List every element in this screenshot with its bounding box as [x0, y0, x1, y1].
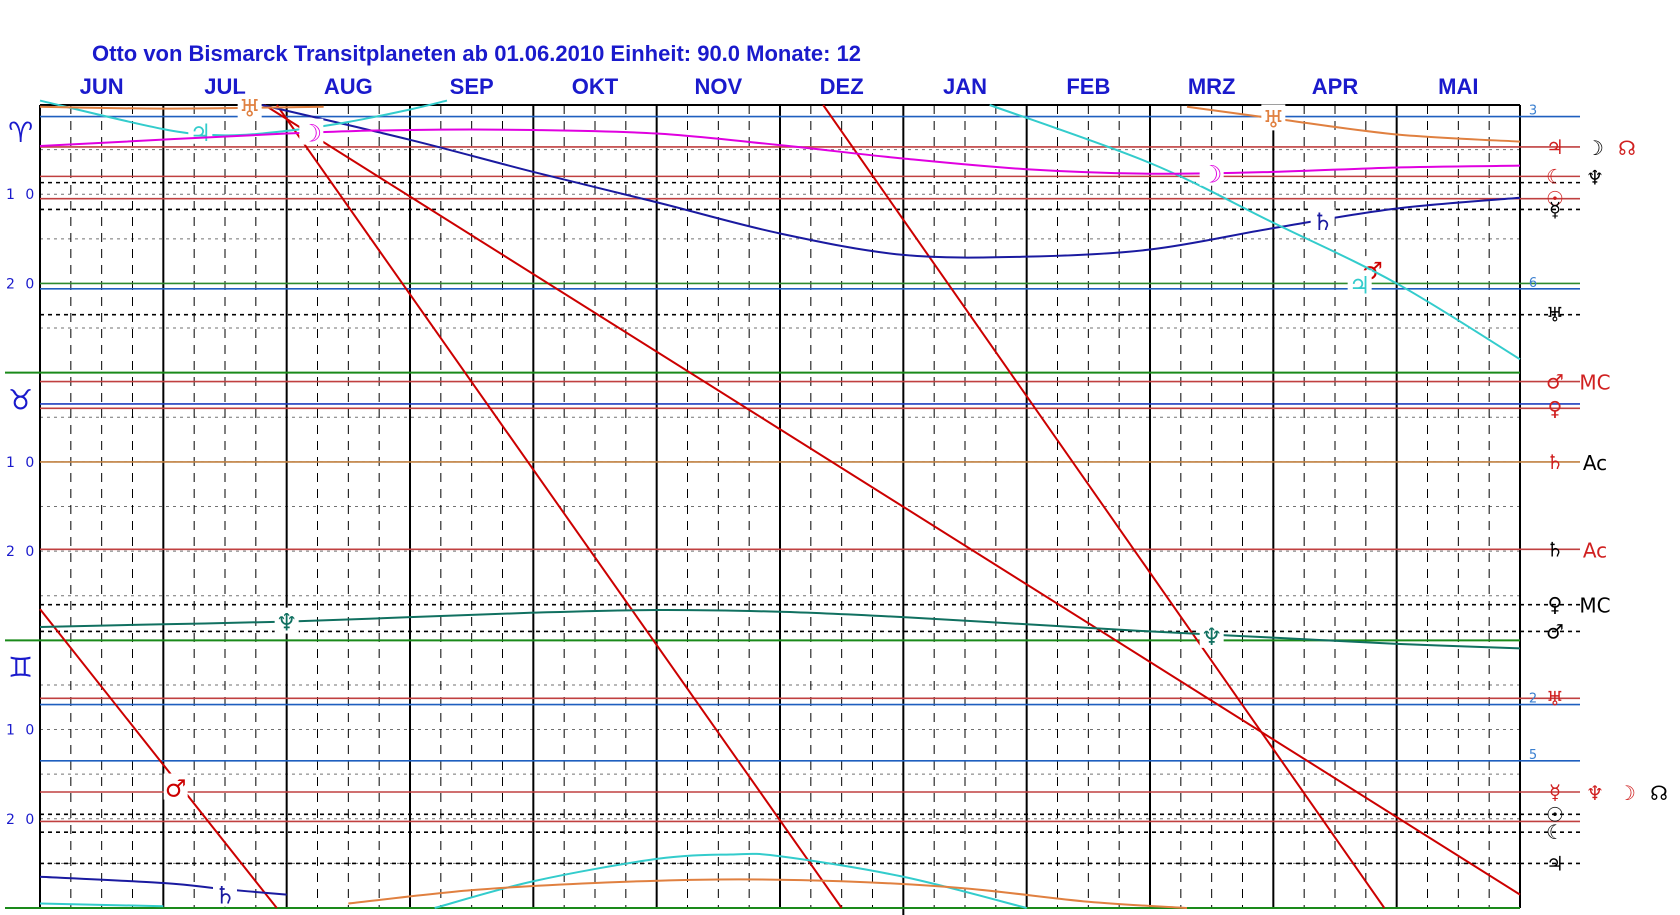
series-marker: ♅	[239, 95, 261, 123]
reference-line-extra-label: Ac	[1583, 538, 1607, 562]
reference-line-label: 5	[1529, 748, 1537, 763]
reference-line-extra-label: ☊	[1618, 136, 1636, 160]
month-label: SEP	[450, 74, 494, 99]
degree-tick-label: 1 0	[6, 187, 37, 203]
series-line	[40, 107, 324, 109]
series-marker: ♄	[214, 882, 236, 910]
taurus-sign-label: ♉	[8, 383, 33, 416]
series-marker: ♆	[1201, 623, 1223, 651]
month-labels: JUN JUL AUG SEP OKT NOV DEZ JAN FEB MRZ APR MAI	[80, 74, 1479, 99]
month-label: MRZ	[1188, 74, 1236, 99]
degree-tick-label: 1 0	[6, 723, 37, 739]
series-marker: ♃	[1349, 271, 1371, 299]
reference-line-extra-label: ♆	[1586, 781, 1604, 805]
reference-line-label: ♃	[1546, 135, 1564, 159]
degree-tick-label: 2 0	[6, 276, 37, 292]
degree-tick-label: 2 0	[6, 812, 37, 828]
degree-tick-label: 1 0	[6, 455, 37, 471]
reference-line-label: ♅	[1546, 303, 1564, 327]
reference-line-label: 6	[1529, 276, 1537, 291]
chart-title: Otto von Bismarck Transitplaneten ab 01.…	[92, 41, 861, 66]
month-label: NOV	[694, 74, 742, 99]
reference-line-extra-label: ☽	[1586, 136, 1604, 160]
reference-line-label: ♂	[1546, 370, 1564, 394]
month-label: FEB	[1066, 74, 1110, 99]
reference-line-label: ☿	[1549, 197, 1561, 221]
reference-line-extra-label: Ac	[1583, 451, 1607, 475]
month-label: JAN	[943, 74, 987, 99]
right-labels: 3♃ ☽ ☊☾ ♆☉☿6♅♂ MC♀♄ Ac♄ Ac♀ MC♂♅25☿ ♆ ☽ ☊☉☾♃	[1529, 104, 1668, 876]
reference-line-extra-label: MC	[1579, 371, 1610, 395]
series-marker: ☽	[1201, 161, 1223, 189]
reference-line-extra-label: ☊	[1650, 781, 1668, 805]
degree-axis: 1 0 2 0 1 0 2 0 1 0 2 0 ♈ ♉ ♊	[6, 116, 37, 828]
reference-line-extra-label: MC	[1579, 594, 1610, 618]
reference-line-label: ♀	[1548, 593, 1563, 617]
month-label: JUN	[80, 74, 124, 99]
reference-line-label: ♅	[1546, 686, 1564, 710]
reference-line-extra-label: ☽	[1618, 781, 1636, 805]
month-label: DEZ	[820, 74, 864, 99]
gemini-sign-label: ♊	[8, 651, 33, 684]
series-line	[435, 854, 1027, 908]
reference-line-label: ☿	[1549, 780, 1561, 804]
series-marker: ☽	[301, 120, 323, 148]
series-line	[348, 879, 1187, 908]
reference-line-label: ♄	[1546, 537, 1564, 561]
series-line	[40, 904, 163, 907]
reference-line-label: 3	[1529, 104, 1537, 119]
reference-line-extra-label: ♆	[1586, 165, 1604, 189]
month-label: AUG	[324, 74, 373, 99]
series-marker: ♆	[276, 609, 298, 637]
degree-tick-label: 2 0	[6, 544, 37, 560]
reference-line-label: ☾	[1546, 164, 1564, 188]
reference-line-label: ☾	[1546, 820, 1564, 844]
reference-line-label: ♃	[1546, 851, 1564, 875]
reference-line-label: ♄	[1546, 450, 1564, 474]
series-marker: ♅	[1263, 105, 1285, 133]
series-marker: ♄	[1312, 208, 1334, 236]
grid	[40, 105, 1520, 915]
month-label: OKT	[572, 74, 619, 99]
reference-line-label: ♂	[1546, 619, 1564, 643]
month-label: APR	[1312, 74, 1359, 99]
reference-line-label: 2	[1529, 692, 1537, 707]
series-marker: ♂	[165, 775, 187, 803]
month-label: MAI	[1438, 74, 1478, 99]
aries-sign-label: ♈	[8, 116, 33, 149]
reference-line-label: ♀	[1548, 396, 1563, 420]
series-line	[1187, 107, 1520, 142]
series-marker: ♃	[190, 119, 212, 147]
